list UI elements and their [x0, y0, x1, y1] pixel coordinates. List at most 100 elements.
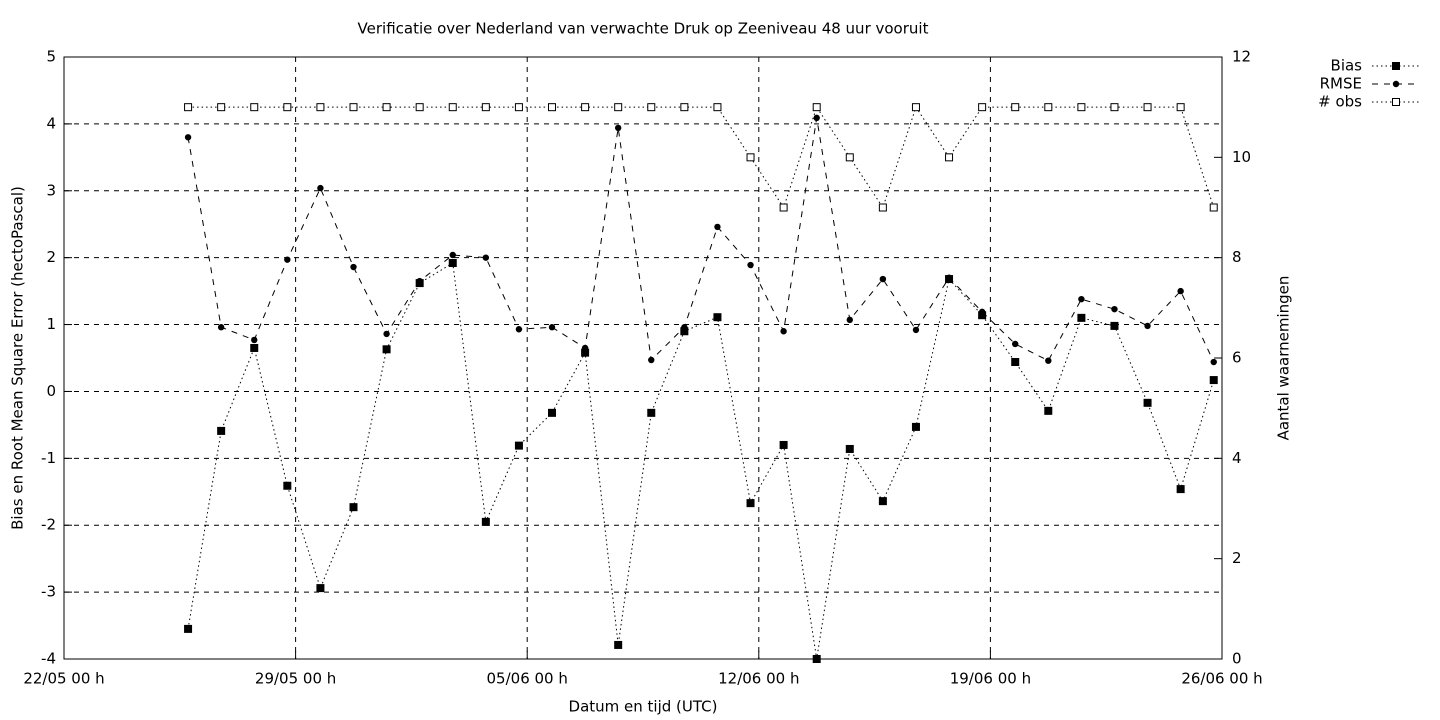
data-point — [448, 103, 457, 112]
legend-label: # obs — [1318, 93, 1362, 111]
data-point — [416, 277, 423, 285]
data-point — [217, 426, 226, 435]
data-point — [978, 308, 986, 316]
data-point — [217, 103, 226, 112]
x-tick-label: 05/06 00 h — [487, 670, 568, 688]
data-point — [184, 134, 192, 141]
data-point — [514, 103, 523, 112]
legend-marker — [1392, 62, 1400, 70]
data-point — [680, 103, 689, 112]
data-point — [878, 497, 887, 506]
y-tick-label: 5 — [46, 48, 56, 66]
data-point — [382, 345, 391, 354]
legend-marker — [1392, 98, 1400, 106]
data-point — [945, 153, 954, 162]
y2-tick-label: 10 — [1232, 148, 1251, 166]
data-point — [1110, 321, 1119, 330]
data-point — [813, 114, 820, 122]
data-point — [1044, 103, 1053, 112]
data-point — [911, 422, 920, 431]
data-point — [349, 103, 358, 112]
data-point — [184, 624, 193, 633]
y-axis-label: Bias en Root Mean Square Error (hectoPas… — [9, 186, 27, 530]
legend-label: RMSE — [1320, 75, 1362, 93]
y-tick-label: -3 — [41, 583, 56, 601]
data-point — [1044, 406, 1053, 415]
y2-tick-label: 0 — [1232, 650, 1242, 668]
data-point — [614, 103, 623, 112]
data-point — [1011, 103, 1020, 112]
data-point — [1143, 103, 1152, 112]
data-point — [1177, 287, 1184, 295]
data-point — [714, 223, 721, 231]
data-point — [779, 440, 788, 449]
data-point — [1209, 203, 1218, 212]
data-point — [1144, 322, 1151, 330]
data-point — [184, 103, 193, 112]
data-point — [878, 203, 887, 212]
series-line — [188, 106, 1215, 209]
data-point — [779, 203, 788, 212]
x-tick-label: 19/06 00 h — [950, 670, 1031, 688]
x-tick-label: 22/05 00 h — [23, 670, 104, 688]
data-point — [449, 251, 456, 259]
data-point — [911, 103, 920, 112]
data-point — [250, 103, 259, 112]
data-point — [548, 103, 557, 112]
data-point — [284, 256, 291, 263]
y-tick-label: 4 — [46, 114, 56, 132]
chart-title: Verificatie over Nederland van verwachte… — [358, 20, 929, 38]
y2-tick-label: 8 — [1232, 248, 1242, 266]
data-point — [1143, 398, 1152, 407]
data-point — [845, 444, 854, 453]
data-point — [251, 336, 258, 344]
data-point — [1077, 103, 1086, 112]
y2-tick-label: 12 — [1232, 48, 1251, 66]
legend-label: Bias — [1331, 57, 1363, 75]
data-point — [614, 640, 623, 649]
data-point — [1011, 358, 1020, 367]
y-tick-label: 2 — [46, 248, 56, 266]
data-point — [415, 103, 424, 112]
data-point — [746, 153, 755, 162]
data-point — [1176, 485, 1185, 494]
data-point — [1176, 103, 1185, 112]
plot-border — [63, 56, 1223, 660]
data-point — [350, 263, 357, 271]
data-point — [283, 103, 292, 112]
data-point — [482, 254, 490, 261]
data-point — [316, 103, 325, 112]
data-point — [581, 103, 590, 112]
x-tick-label: 29/05 00 h — [255, 670, 336, 688]
data-point — [250, 343, 259, 352]
series-line — [187, 262, 1215, 660]
data-point — [548, 408, 557, 417]
y-tick-label: 0 — [46, 382, 56, 400]
data-point — [1209, 376, 1218, 385]
data-point — [1111, 305, 1118, 313]
data-point — [747, 261, 754, 269]
y2-tick-label: 6 — [1232, 349, 1242, 367]
y2-tick-label: 4 — [1232, 449, 1242, 467]
y-tick-label: 3 — [46, 181, 56, 199]
data-point — [448, 259, 457, 268]
data-point — [1045, 357, 1052, 364]
data-point — [383, 330, 390, 338]
data-point — [879, 275, 887, 283]
data-point — [681, 324, 688, 331]
data-point — [614, 124, 622, 132]
data-point — [283, 481, 292, 490]
data-point — [1110, 103, 1119, 112]
data-point — [481, 517, 490, 526]
data-point — [515, 326, 523, 333]
data-point — [912, 326, 920, 334]
data-point — [548, 324, 556, 331]
legend-marker — [1392, 80, 1400, 88]
data-point — [978, 103, 987, 112]
data-point — [382, 103, 391, 112]
data-point — [713, 313, 722, 322]
data-point — [316, 584, 325, 593]
y2-tick-label: 2 — [1232, 549, 1242, 567]
x-axis-label: Datum en tijd (UTC) — [569, 698, 718, 716]
